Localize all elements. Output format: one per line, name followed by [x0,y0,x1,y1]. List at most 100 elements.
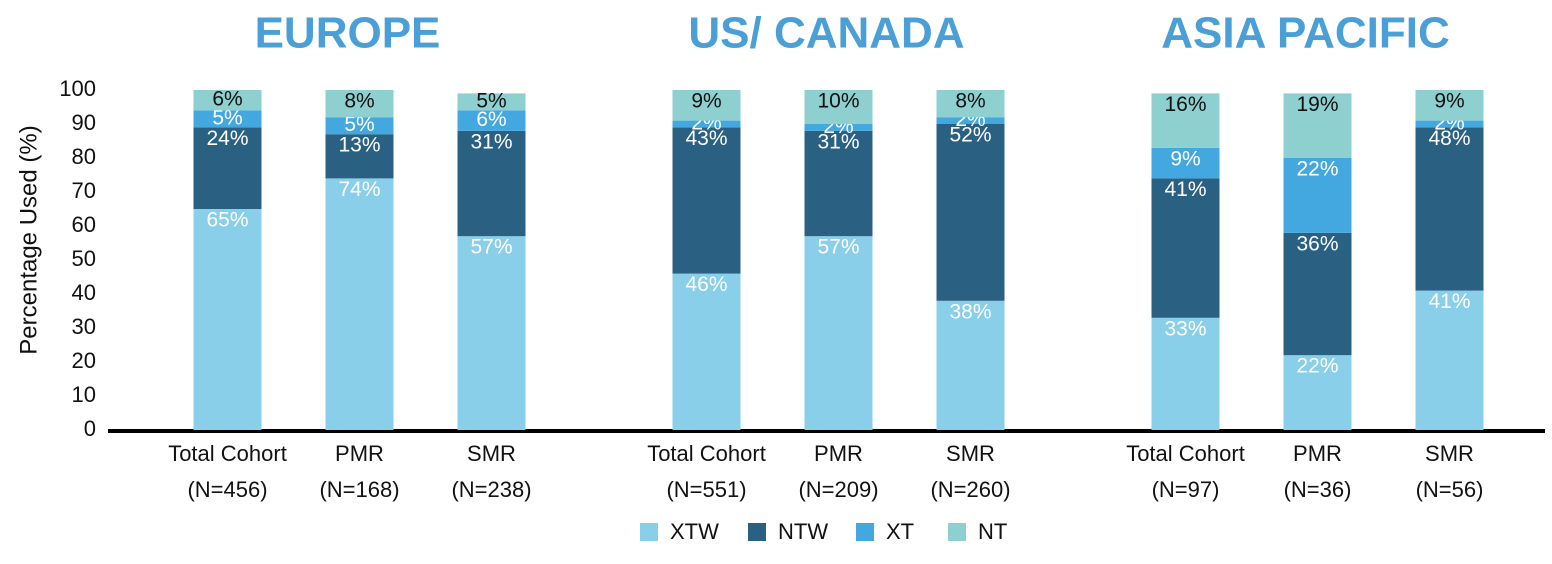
x-tick-label: (N=456) [187,477,267,502]
y-tick-label: 10 [72,382,96,407]
bar-segment [936,124,1005,301]
bar-segment [1415,127,1484,291]
bar-segment [325,117,394,135]
x-tick-label: (N=209) [798,477,878,502]
y-tick-label: 20 [72,348,96,373]
x-tick-label: SMR [1425,441,1474,466]
value-label: 6% [476,108,506,131]
x-tick-label: Total Cohort [168,441,287,466]
bar-segment [325,90,394,118]
value-label: 9% [691,90,721,113]
x-tick-label: PMR [814,441,863,466]
value-label: 43% [685,127,727,150]
bar-segment [457,93,526,111]
y-tick-label: 70 [72,178,96,203]
value-label: 5% [476,89,506,112]
bar-segment [193,209,262,430]
y-tick-label: 90 [72,110,96,135]
value-label: 9% [1170,147,1200,170]
bar-segment [193,90,262,111]
x-tick-label: (N=260) [930,477,1010,502]
x-tick-label: (N=97) [1152,477,1220,502]
bar-segment [936,300,1005,430]
value-label: 74% [338,178,380,201]
bar-segment [1151,93,1220,148]
y-tick-label: 100 [59,76,96,101]
x-tick-label: (N=168) [319,477,399,502]
bar-segment [1283,158,1352,233]
x-tick-label: PMR [1293,441,1342,466]
bar-segment [325,134,394,179]
group-title: EUROPE [255,9,441,58]
value-label: 36% [1296,232,1338,255]
bar-segment [1151,317,1220,430]
bar-segment [804,124,873,131]
bar-segment [804,130,873,237]
group-title: US/ CANADA [688,9,964,58]
value-label: 38% [949,300,991,323]
bar-segment [1283,355,1352,430]
value-label: 22% [1296,355,1338,378]
value-label: 19% [1296,93,1338,116]
value-label: 41% [1428,290,1470,313]
value-label: 46% [685,273,727,296]
bar-segment [672,127,741,274]
bar-segment [457,236,526,430]
bar-segment [193,127,262,209]
legend-label: XTW [670,519,719,544]
bar-segment [804,236,873,430]
bar-segment [457,110,526,131]
legend-label: NTW [778,519,828,544]
x-tick-label: (N=56) [1416,477,1484,502]
y-tick-label: 40 [72,280,96,305]
x-tick-label: (N=238) [451,477,531,502]
value-label: 5% [212,106,242,129]
value-label: 52% [949,124,991,147]
bar-segment [457,130,526,237]
value-label: 33% [1164,317,1206,340]
bar-segment [1415,90,1484,121]
legend-label: XT [886,519,914,544]
bar-segment [1415,290,1484,430]
value-label: 5% [344,113,374,136]
value-label: 48% [1428,127,1470,150]
value-label: 65% [206,209,248,232]
bar-segment [936,117,1005,124]
value-label: 31% [470,130,512,153]
bar-segment [1151,147,1220,179]
bar-segment [1283,93,1352,158]
value-label: 24% [206,127,248,150]
value-label: 57% [817,236,859,259]
value-label: 22% [1296,158,1338,181]
bar-segment [936,90,1005,118]
value-label: 8% [344,90,374,113]
y-tick-label: 0 [84,416,96,441]
value-label: 16% [1164,93,1206,116]
x-tick-label: PMR [335,441,384,466]
x-tick-label: SMR [467,441,516,466]
y-tick-label: 50 [72,246,96,271]
y-tick-label: 80 [72,144,96,169]
value-label: 41% [1164,178,1206,201]
legend-swatch [640,523,658,541]
bar-segment [672,273,741,430]
value-label: 9% [1434,90,1464,113]
value-label: 31% [817,130,859,153]
y-tick-label: 60 [72,212,96,237]
value-label: 10% [817,90,859,113]
legend-swatch [748,523,766,541]
legend-swatch [856,523,874,541]
y-tick-label: 30 [72,314,96,339]
x-tick-label: (N=36) [1284,477,1352,502]
x-tick-label: (N=551) [666,477,746,502]
group-title: ASIA PACIFIC [1161,9,1449,58]
bar-segment [193,110,262,128]
bar-segment [804,90,873,124]
bar-segment [672,90,741,121]
x-tick-label: SMR [946,441,995,466]
legend-swatch [948,523,966,541]
value-label: 13% [338,134,380,157]
value-label: 6% [212,88,242,111]
x-tick-label: Total Cohort [1126,441,1245,466]
bar-segment [325,178,394,430]
